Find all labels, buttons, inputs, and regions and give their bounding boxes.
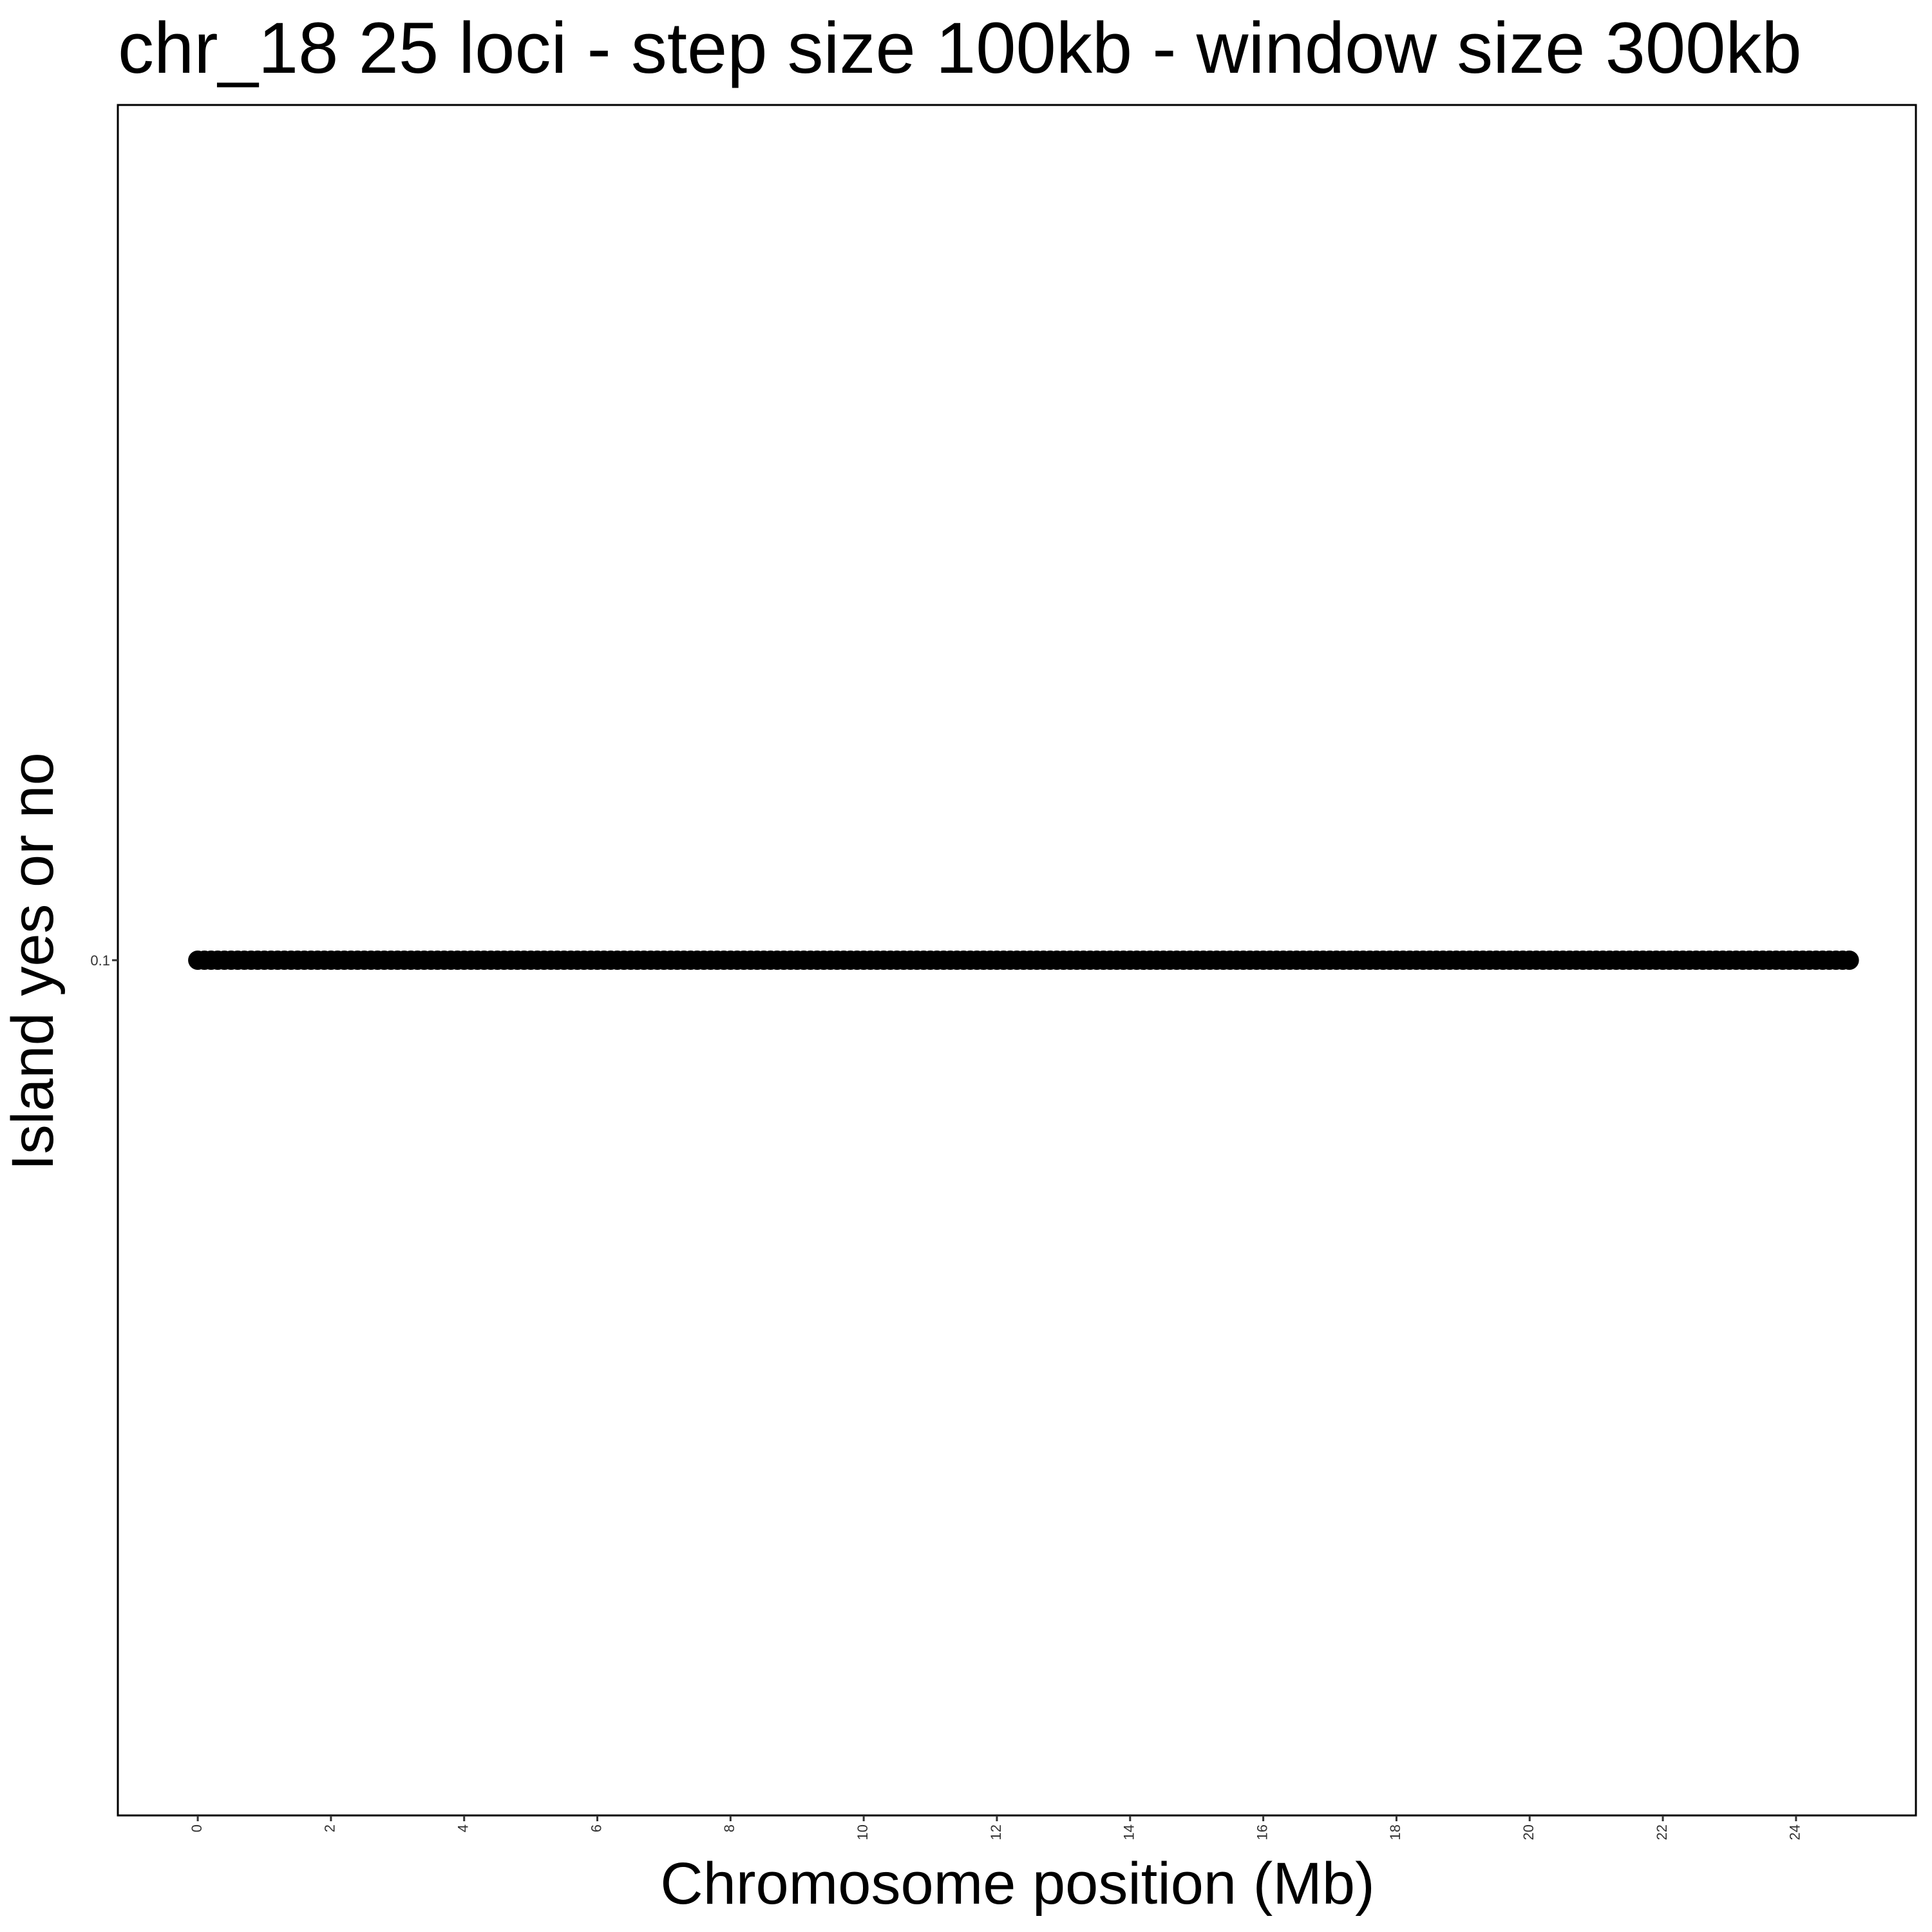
x-axis-title: Chromosome position (Mb) bbox=[660, 1851, 1374, 1917]
x-tick-label: 2 bbox=[322, 1824, 338, 1832]
x-axis-ticks: 0 2 4 6 8 10 12 14 16 18 20 22 24 bbox=[189, 1815, 1803, 1840]
data-points bbox=[188, 951, 1859, 970]
x-tick-label: 0 bbox=[189, 1824, 205, 1832]
chart-title: chr_18 25 loci - step size 100kb - windo… bbox=[118, 8, 1802, 88]
y-axis-title: Island yes or no bbox=[0, 752, 66, 1170]
data-point bbox=[1839, 951, 1859, 970]
x-tick-label: 18 bbox=[1387, 1824, 1403, 1840]
x-tick-label: 22 bbox=[1654, 1824, 1670, 1840]
x-tick-label: 20 bbox=[1520, 1824, 1537, 1840]
x-tick-label: 12 bbox=[988, 1824, 1004, 1840]
x-tick-label: 8 bbox=[721, 1824, 737, 1832]
x-tick-label: 24 bbox=[1787, 1824, 1803, 1840]
x-tick-label: 6 bbox=[588, 1824, 604, 1832]
x-tick-label: 14 bbox=[1121, 1824, 1137, 1840]
x-tick-label: 16 bbox=[1254, 1824, 1270, 1840]
x-tick-label: 10 bbox=[855, 1824, 871, 1840]
y-axis-ticks: 0.1 bbox=[90, 952, 118, 969]
x-tick-label: 4 bbox=[455, 1824, 471, 1832]
y-tick-label: 0.1 bbox=[90, 952, 110, 969]
